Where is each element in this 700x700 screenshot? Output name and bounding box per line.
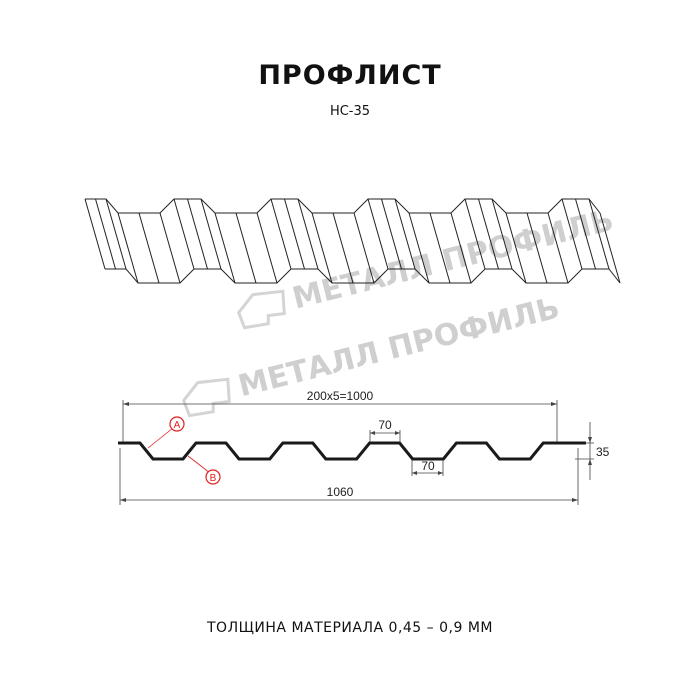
sheet-stiffener-line (187, 198, 208, 270)
sheet-top-edge (85, 198, 601, 214)
material-thickness: ТОЛЩИНА МАТЕРИАЛА 0,45 – 0,9 ММ (207, 620, 493, 636)
sheet-stiffener-line (95, 198, 116, 270)
marker-a-label: A (174, 420, 181, 431)
marker-a: A (147, 416, 185, 449)
profile-cross-section (118, 441, 586, 461)
sheet-fold-line (367, 198, 389, 270)
sheet-fold-line (84, 198, 106, 270)
sheet-stiffener-line (235, 212, 257, 284)
sheet-stiffener-line (526, 212, 548, 284)
sheet-fold-line (200, 198, 222, 270)
sheet-fold-line (353, 212, 375, 284)
sheet-fold-line (561, 198, 583, 270)
sheet-fold-line (599, 212, 621, 284)
sheet-fold-line (173, 198, 195, 270)
dim-total-width: 1060 (327, 485, 354, 499)
marker-b: B (187, 455, 221, 485)
sheet-stiffener-line (429, 212, 451, 284)
sheet-fold-line (491, 198, 513, 270)
sheet-fold-line (159, 212, 181, 284)
sheet-stiffener-line (575, 198, 596, 270)
sheet-stiffener-line (332, 212, 354, 284)
sheet-fold-line (408, 212, 430, 284)
dim-pitch-total: 200x5=1000 (307, 389, 374, 403)
sheet-fold-line (297, 198, 319, 270)
dim-bottom-flat: 70 (421, 459, 435, 473)
sheet-fold-line (464, 198, 486, 270)
sheet-stiffener-line (478, 198, 499, 270)
sheet-3d-view (84, 198, 621, 284)
sheet-stiffener-line (381, 198, 402, 270)
dimension-lines (119, 400, 594, 505)
sheet-fold-line (214, 212, 236, 284)
sheet-fold-line (311, 212, 333, 284)
sheet-stiffener-line (284, 198, 305, 270)
sheet-fold-line (547, 212, 569, 284)
page-title: ПРОФЛИСТ (258, 60, 442, 91)
sheet-fold-line (105, 198, 127, 270)
sheet-stiffener-line (138, 212, 160, 284)
marker-b-label: B (210, 473, 217, 484)
watermark-logo-top: МЕТАЛЛ ПРОФИЛЬ (236, 203, 617, 330)
sheet-fold-line (394, 198, 416, 270)
dim-height: 35 (596, 445, 610, 459)
sheet-fold-line (505, 212, 527, 284)
dim-top-flat: 70 (378, 418, 392, 432)
sheet-fold-line (450, 212, 472, 284)
sheet-fold-line (256, 212, 278, 284)
sheet-fold-line (117, 212, 139, 284)
profile-line (118, 441, 586, 461)
model-name: НС-35 (329, 104, 371, 119)
sheet-fold-line (588, 198, 610, 270)
sheet-fold-line (270, 198, 292, 270)
